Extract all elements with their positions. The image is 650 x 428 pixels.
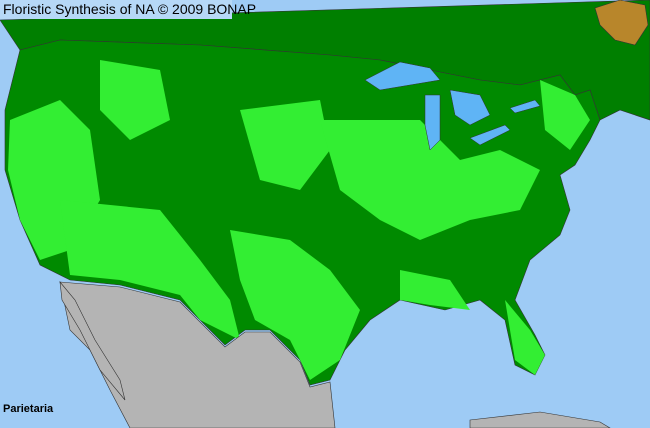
presence-area	[540, 80, 590, 150]
presence-area	[230, 230, 360, 380]
lake-ontario	[509, 99, 541, 114]
great-lakes	[364, 61, 541, 151]
lake-superior	[364, 61, 441, 91]
presence-area	[320, 120, 540, 240]
presence-area	[100, 60, 170, 140]
taxon-label: Parietaria	[3, 403, 54, 415]
presence-area	[240, 100, 330, 190]
presence-area	[60, 200, 240, 340]
presence-area	[400, 270, 470, 310]
presence-area	[505, 300, 545, 375]
non-native-region	[594, 0, 649, 46]
map-title: Floristic Synthesis of NA © 2009 BONAP	[0, 0, 256, 19]
presence-areas	[8, 60, 590, 380]
baja-peninsula	[59, 281, 126, 401]
cuba	[469, 411, 611, 428]
lake-erie	[469, 124, 511, 146]
lake-michigan	[424, 94, 441, 151]
lake-huron	[449, 89, 491, 126]
